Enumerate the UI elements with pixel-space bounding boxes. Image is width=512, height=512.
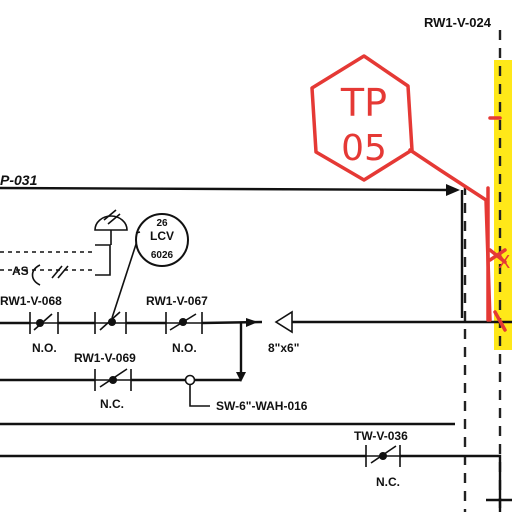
reducer-8x6 bbox=[274, 310, 293, 334]
tp05-line2: 05 bbox=[341, 128, 387, 169]
leader-sw bbox=[189, 384, 210, 407]
label-p031: P-031 bbox=[0, 172, 38, 188]
arrow-branch bbox=[236, 372, 246, 382]
test-point-tp05-marker[interactable] bbox=[310, 54, 507, 332]
valve-rw1-v-067[interactable] bbox=[165, 312, 203, 334]
label-068-state: N.O. bbox=[32, 341, 57, 355]
label-rw1-v-024: RW1-V-024 bbox=[424, 15, 492, 30]
valve-rw1-v-069[interactable] bbox=[94, 368, 132, 391]
label-069-state: N.C. bbox=[100, 397, 124, 411]
label-reducer: 8"x6" bbox=[268, 341, 299, 355]
lcv-bubble-top: 26 bbox=[156, 218, 168, 229]
lcv-instrument-bubble[interactable] bbox=[135, 213, 189, 267]
label-rw1-v-069: RW1-V-069 bbox=[74, 351, 136, 365]
valve-rw1-v-068[interactable] bbox=[29, 312, 59, 334]
valve-lcv-body[interactable] bbox=[94, 311, 127, 334]
edge-x-mark: X bbox=[498, 252, 510, 273]
tp05-line1: TP bbox=[340, 81, 387, 125]
arrow-main bbox=[246, 318, 258, 327]
lcv-actuator bbox=[0, 209, 141, 319]
lcv-bubble-mid: LCV bbox=[150, 229, 174, 243]
bubble-leader bbox=[135, 231, 141, 234]
label-as: AS bbox=[12, 264, 29, 278]
arrow-p031 bbox=[446, 184, 460, 196]
lcv-bubble-bottom: 6026 bbox=[151, 250, 174, 261]
label-rw1-v-068: RW1-V-068 bbox=[0, 294, 62, 308]
label-tw-v-036: TW-V-036 bbox=[354, 429, 408, 443]
valve-tw-v-036[interactable] bbox=[365, 445, 401, 467]
line-junction bbox=[184, 374, 196, 386]
bottom-line-c bbox=[400, 454, 502, 512]
label-rw1-v-067: RW1-V-067 bbox=[146, 294, 208, 308]
label-line-ref: SW-6"-WAH-016 bbox=[216, 399, 308, 413]
label-036-state: N.C. bbox=[376, 475, 400, 489]
highlight-strip bbox=[494, 60, 512, 350]
pipe-p031 bbox=[0, 186, 453, 192]
label-067-state: N.O. bbox=[172, 341, 197, 355]
